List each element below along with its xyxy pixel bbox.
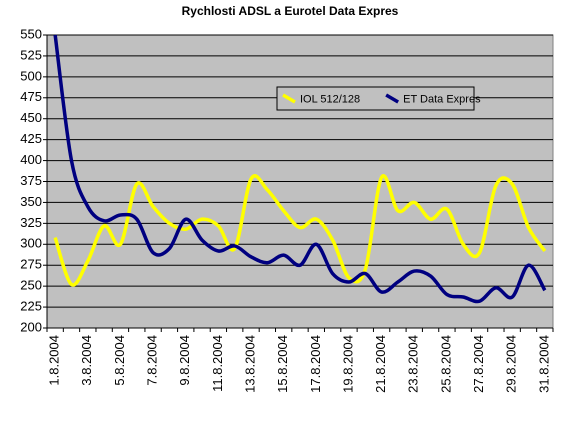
y-tick-label: 475 — [20, 89, 42, 104]
x-tick-label: 31.8.2004 — [536, 335, 551, 393]
x-tick-label: 29.8.2004 — [504, 335, 519, 393]
x-tick-label: 13.8.2004 — [242, 335, 257, 393]
chart-title: Rychlosti ADSL a Eurotel Data Expres — [182, 4, 399, 18]
x-tick-label: 3.8.2004 — [79, 335, 94, 386]
y-tick-label: 500 — [20, 68, 42, 83]
x-tick-label: 5.8.2004 — [112, 335, 127, 386]
legend-box — [276, 86, 475, 111]
x-tick-label: 23.8.2004 — [406, 335, 421, 393]
y-tick-label: 225 — [20, 299, 42, 314]
y-tick-label: 450 — [20, 110, 42, 125]
y-tick-label: 200 — [20, 319, 42, 334]
legend-label: ET Data Expres — [403, 93, 481, 105]
y-tick-label: 525 — [20, 47, 42, 62]
x-tick-label: 9.8.2004 — [177, 335, 192, 386]
x-tick-label: 17.8.2004 — [308, 335, 323, 393]
y-tick-label: 425 — [20, 131, 42, 146]
x-tick-label: 11.8.2004 — [210, 335, 225, 392]
legend-swatch — [282, 93, 296, 104]
y-tick-label: 250 — [20, 278, 42, 293]
legend: IOL 512/128 ET Data Expres — [276, 86, 481, 111]
x-tick-label: 21.8.2004 — [373, 335, 388, 393]
x-tick-label: 27.8.2004 — [471, 335, 486, 393]
x-tick-label: 7.8.2004 — [145, 335, 160, 386]
x-tick-label: 25.8.2004 — [438, 335, 453, 393]
x-tick-label: 19.8.2004 — [340, 335, 355, 393]
x-tick-label: 15.8.2004 — [275, 335, 290, 393]
y-tick-label: 275 — [20, 257, 42, 272]
y-tick-label: 350 — [20, 194, 42, 209]
y-tick-label: 325 — [20, 215, 42, 230]
legend-label: IOL 512/128 — [300, 93, 360, 105]
data-line — [53, 174, 547, 287]
y-tick-label: 375 — [20, 173, 42, 188]
data-line — [53, 34, 547, 304]
y-tick-label: 550 — [20, 26, 42, 41]
y-tick-label: 400 — [20, 152, 42, 167]
y-tick-label: 300 — [20, 236, 42, 251]
legend-swatch — [385, 93, 400, 104]
x-tick-label: 1.8.2004 — [47, 335, 62, 386]
